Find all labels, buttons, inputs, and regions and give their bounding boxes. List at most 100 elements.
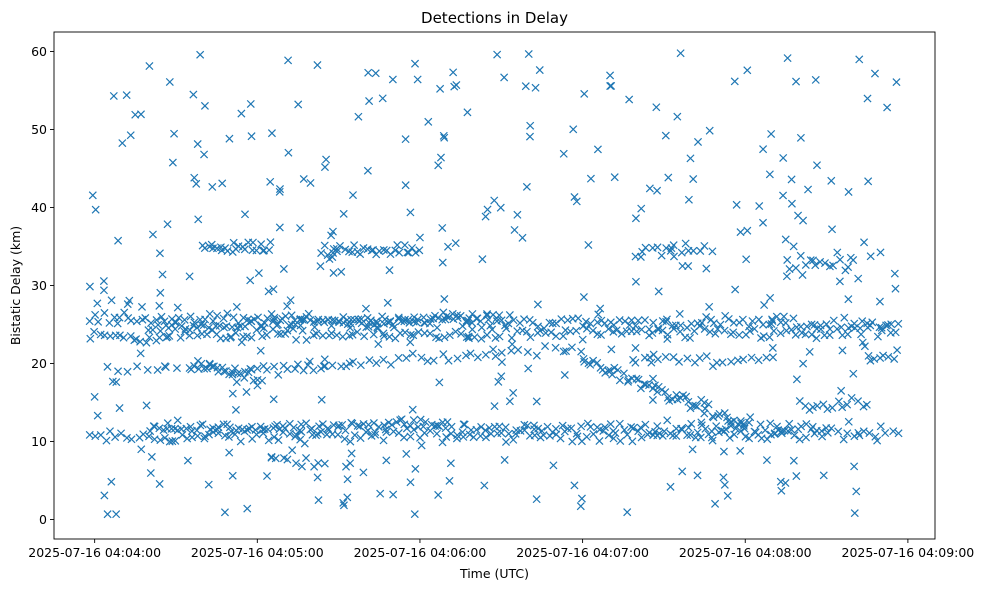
data-point [533,300,542,309]
data-point [525,132,535,141]
data-point [473,353,482,362]
data-point [406,338,415,347]
data-point [438,258,447,267]
data-point [797,422,806,431]
data-point [365,356,374,365]
data-point [224,432,233,441]
data-point [725,433,734,442]
data-point [388,75,397,84]
data-point [533,322,543,331]
data-point [683,354,692,363]
data-point [707,433,716,442]
y-tick-label: 50 [31,122,47,137]
data-point [593,145,602,154]
data-point [445,331,454,340]
data-point [882,321,891,330]
data-point [672,431,681,441]
data-point [453,354,462,363]
data-point [586,319,595,328]
data-point [426,329,435,338]
data-point [720,326,729,335]
data-point [284,321,294,330]
data-point [314,315,323,324]
data-point [440,294,449,304]
data-point [528,318,537,327]
data-point [695,322,704,331]
data-point [666,482,675,491]
data-point [693,471,702,480]
data-point [250,315,259,324]
data-point [414,328,423,337]
data-point [297,420,306,429]
data-point [379,436,388,445]
data-point [802,322,811,331]
data-point [214,423,223,432]
data-point [883,103,892,112]
data-point [300,439,309,448]
data-point [440,133,449,142]
data-point [197,320,206,329]
data-point [415,233,424,242]
data-point [361,304,370,313]
data-point [604,324,613,333]
data-point [465,314,474,323]
data-point [606,366,615,375]
data-point [417,353,426,362]
data-point [808,256,818,265]
data-point [496,203,505,212]
data-point [393,241,402,250]
data-point [339,313,348,322]
data-point [843,429,852,438]
data-point [198,420,207,429]
data-point [189,90,198,99]
data-point [636,252,645,262]
data-point [394,353,403,362]
data-point [401,181,410,190]
data-point [531,83,540,92]
data-point [376,489,385,498]
data-point [787,199,796,208]
data-point [297,427,306,436]
data-point [143,365,152,374]
data-point [154,320,163,329]
data-point [477,334,486,343]
data-point [323,424,332,433]
data-point [497,348,506,357]
data-point [511,429,520,438]
data-point [131,110,140,119]
data-point [497,428,506,437]
data-point [652,103,661,112]
data-point [332,247,342,256]
data-point [516,426,525,435]
data-point [813,401,822,410]
data-point [434,490,443,499]
data-point [654,287,663,296]
data-point [258,332,267,341]
data-point [305,357,314,366]
data-point [494,377,503,386]
data-point [648,395,657,404]
data-point [532,351,541,360]
data-point [648,329,657,338]
data-point [541,342,550,351]
data-point [254,269,263,278]
data-point [857,330,866,339]
axis-ticks: 2025-07-16 04:04:00 2025-07-16 04:05:00 20… [28,44,974,560]
data-point [340,434,349,443]
data-point [653,243,662,252]
data-point [449,68,458,77]
data-point [371,69,380,78]
data-point [720,480,729,489]
data-point [298,326,307,335]
data-point [524,364,533,373]
data-point [137,302,147,311]
data-point [160,317,169,326]
data-point [432,429,441,438]
data-point [441,315,450,324]
data-point [584,240,593,249]
data-point [576,502,585,511]
data-point [890,354,899,363]
data-point [433,421,442,430]
data-point [192,323,201,332]
data-point [312,329,321,338]
